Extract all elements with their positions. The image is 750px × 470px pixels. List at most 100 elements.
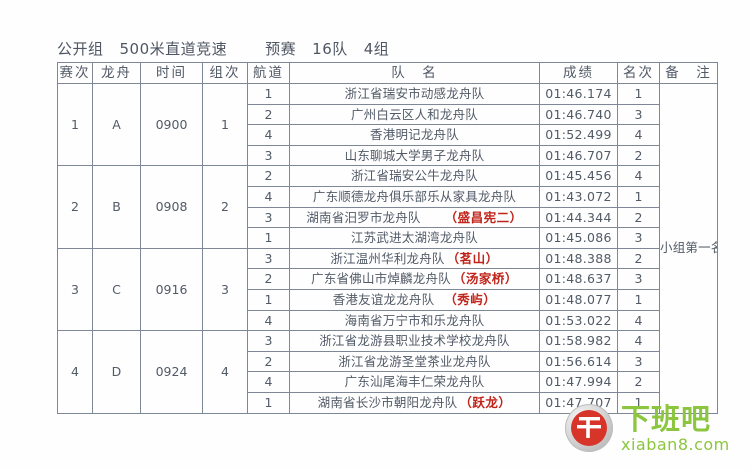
lane-cell: 2 [247,268,290,290]
boat-cell: A [92,82,141,167]
team-annotation: （跃龙） [459,394,512,410]
team-annotation: （茗山） [446,250,499,266]
group-cell: 1 [202,82,248,167]
table-row: 4 D 0924 4 3 浙江省龙游县职业技术学校龙舟队 01:58.982 4 [57,330,718,414]
result-time-cell: 01:48.077 [539,288,618,311]
lane-cell: 2 [247,103,290,126]
header-group: 组次 [202,62,248,84]
team-name: 广东顺德龙舟俱乐部乐从家具龙舟队 [312,188,517,204]
team-name: 广东汕尾海丰仁荣龙舟队 [344,374,485,390]
rank-cell: 2 [617,371,660,393]
team-name: 浙江省瑞安公牛龙舟队 [350,168,478,184]
team-name-cell: 湖南省长沙市朝阳龙舟队 （跃龙） [289,391,540,414]
team-name: 浙江温州华利龙舟队 [330,250,445,266]
result-time-cell: 01:48.388 [539,247,618,270]
rank-cell: 3 [617,350,660,373]
sheet-title: 公开组 500米直道竞速 预赛 16队 4组 [57,38,697,60]
lane-cell: 1 [247,288,290,311]
result-time-cell: 01:56.614 [539,350,618,373]
table-row: 3 C 0916 3 3 浙江温州华利龙舟队 （茗山） 01:48.388 2 [57,247,718,332]
table-row: 4 香港明记龙舟队 01:52.499 4 [58,124,718,146]
team-name-cell: 广东汕尾海丰仁荣龙舟队 [289,371,540,393]
header-remark: 备 注 [659,62,718,84]
title-group-count: 4组 [363,40,390,58]
lane-cell: 4 [247,309,290,332]
team-name-cell: 浙江省瑞安公牛龙舟队 [289,165,540,187]
header-lane: 航道 [247,62,290,84]
team-name-cell: 浙江省龙游圣堂茶业龙舟队 [289,350,540,373]
table-body: 1A090011浙江省瑞安市动感龙舟队01:46.1741小组第一名进入1100… [57,82,718,414]
result-time-cell: 01:47.994 [539,371,618,393]
heat-cell: 3 [57,247,93,332]
title-event: 500米直道竞速 [119,40,228,58]
boat-cell: D [92,330,141,414]
team-name: 浙江省龙游县职业技术学校龙舟队 [319,333,510,349]
header-team: 队 名 [289,62,540,84]
team-name: 湖南省长沙市朝阳龙舟队 [317,394,458,410]
rank-cell: 3 [617,103,660,126]
rank-cell: 2 [617,144,660,167]
rank-cell: 4 [617,309,660,332]
team-name-cell: 广东省佛山市焯麟龙舟队 （汤家桥） [289,268,540,290]
team-name: 湖南省汨罗市龙舟队 [306,209,421,225]
team-name-cell: 香港明记龙舟队 [289,124,540,146]
team-name: 山东聊城大学男子龙舟队 [344,147,485,163]
start-time-cell: 0900 [140,82,203,167]
team-name-cell: 广州白云区人和龙舟队 [289,103,540,126]
lane-cell: 4 [247,185,290,208]
lane-cell: 1 [247,83,290,105]
result-time-cell: 01:46.707 [539,144,618,167]
result-time-cell: 01:48.637 [539,268,618,290]
lane-cell: 4 [247,124,290,146]
table-row: 1 江苏武进太湖湾龙舟队 01:45.086 3 [58,227,718,249]
start-time-cell: 0916 [140,247,203,332]
team-name: 香港友谊龙龙舟队 [332,291,435,307]
group-cell: 3 [202,247,248,332]
group-cell: 4 [202,330,248,414]
rank-cell: 1 [617,83,660,105]
rank-cell: 4 [617,330,660,352]
start-time-cell: 0908 [140,165,203,249]
result-time-cell: 01:58.982 [539,330,618,352]
brand-url: xiaban8.com [621,435,730,454]
team-name-cell: 浙江省龙游县职业技术学校龙舟队 [289,330,540,352]
title-stage: 预赛 [265,40,297,58]
header-heat: 赛次 [57,62,93,84]
table-row: 1A090011浙江省瑞安市动感龙舟队01:46.1741小组第一名进入1100… [57,82,718,414]
lane-cell: 2 [247,165,290,187]
boat-cell: C [92,247,141,332]
table-row: 4 广东顺德龙舟俱乐部乐从家具龙舟队 01:43.072 1 [58,185,718,208]
team-name: 海南省万宁市和乐龙舟队 [344,312,485,328]
lane-cell: 3 [247,144,290,167]
header-time: 时间 [140,62,203,84]
lane-cell: 4 [247,371,290,393]
team-name: 广东省佛山市焯麟龙舟队 [311,271,451,287]
team-name-cell: 浙江温州华利龙舟队 （茗山） [289,247,540,270]
rank-cell: 2 [617,206,660,229]
team-name: 江苏武进太湖湾龙舟队 [350,230,478,246]
lane-cell: 3 [247,330,290,352]
team-name-cell: 广东顺德龙舟俱乐部乐从家具龙舟队 [289,185,540,208]
team-name: 广州白云区人和龙舟队 [350,106,478,122]
team-name-cell: 山东聊城大学男子龙舟队 [289,144,540,167]
heat-cell: 1 [57,82,93,167]
table-row: 2 B 0908 2 2 浙江省瑞安公牛龙舟队 01:45.456 4 [57,165,718,249]
rank-cell: 1 [617,185,660,208]
rank-cell: 4 [617,124,660,146]
rank-cell: 2 [617,247,660,270]
results-table: 赛次 龙舟 时间 组次 航道 队 名 成绩 名次 备 注 1 A 0900 1 1 浙江省… [57,62,718,414]
team-name-cell: 湖南省汨罗市龙舟队 （盛昌宪二） [289,206,540,229]
team-annotation: （汤家桥） [452,271,518,287]
rank-cell: 3 [617,268,660,290]
team-annotation: （秀屿） [444,291,497,307]
brand-name: 下班吧 [621,402,712,436]
lane-cell: 3 [247,206,290,229]
lane-cell: 2 [247,350,290,373]
result-time-cell: 01:46.174 [539,83,618,105]
lane-cell: 1 [247,391,290,414]
table-row: 4 海南省万宁市和乐龙舟队 01:53.022 4 [58,309,718,332]
table-header-row: 赛次 龙舟 时间 组次 航道 队 名 成绩 名次 备 注 [57,62,718,84]
heat-cell: 2 [57,165,93,249]
group-cell: 2 [202,165,248,249]
result-time-cell: 01:52.499 [539,124,618,146]
